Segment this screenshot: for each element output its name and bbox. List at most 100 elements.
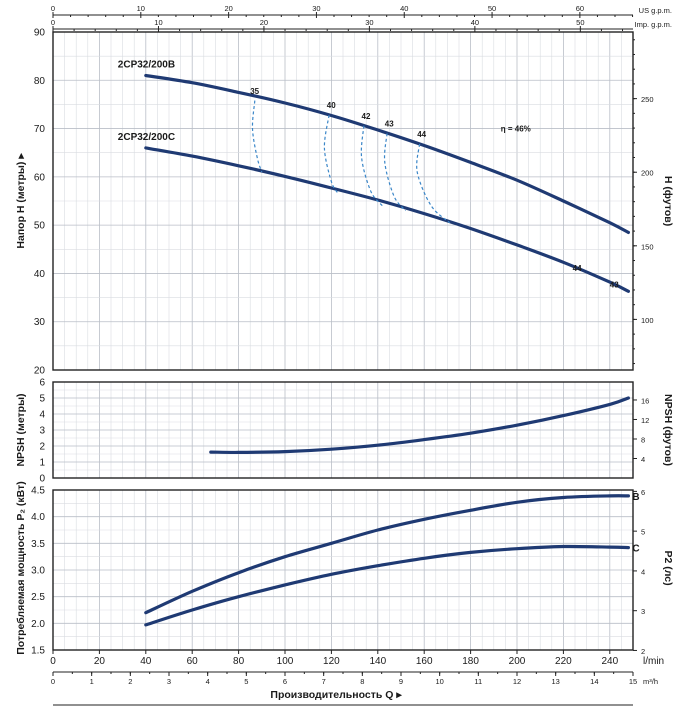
power-y-tick-label: 2.0 xyxy=(31,619,45,630)
efficiency-label: 44 xyxy=(573,264,582,273)
npsh-frame xyxy=(52,381,634,479)
m3h-tick-label: 12 xyxy=(513,677,521,686)
head-y-tick-label: 30 xyxy=(34,317,46,328)
power-y2-tick-label: 2 xyxy=(641,647,645,656)
m3h-tick-label: 3 xyxy=(167,677,171,686)
efficiency-isoline-43 xyxy=(383,133,407,212)
efficiency-isoline-40 xyxy=(323,115,339,195)
imp-gpm-tick-label: 40 xyxy=(471,18,479,27)
npsh-y2-tick-label: 12 xyxy=(641,416,649,425)
us-gpm-tick-label: 20 xyxy=(224,4,232,13)
lmin-tick-label: 240 xyxy=(601,656,618,667)
m3h-tick-label: 2 xyxy=(128,677,132,686)
m3h-tick-label: 7 xyxy=(322,677,326,686)
efficiency-label: 43 xyxy=(610,280,619,289)
power-series-label-b: B xyxy=(632,492,639,503)
us-gpm-tick-label: 50 xyxy=(488,4,496,13)
power-series-label-c: C xyxy=(632,544,639,555)
m3h-tick-label: 4 xyxy=(206,677,210,686)
npsh-y2-axis-label: NPSH (футов) xyxy=(662,394,674,466)
lmin-tick-label: 180 xyxy=(462,656,479,667)
x-axis-label: Производительность Q ▸ xyxy=(270,689,402,701)
lmin-tick-label: 20 xyxy=(94,656,106,667)
power-y-tick-label: 1.5 xyxy=(31,646,45,657)
imp-gpm-tick-label: 0 xyxy=(51,18,55,27)
efficiency-label: η = 46% xyxy=(501,124,531,133)
head-y-tick-label: 90 xyxy=(34,28,46,39)
lmin-tick-label: 0 xyxy=(50,656,56,667)
power-y-tick-label: 4.5 xyxy=(31,486,45,497)
npsh-y-tick-label: 6 xyxy=(39,378,45,389)
head-frame xyxy=(52,31,634,371)
npsh-y-tick-label: 4 xyxy=(39,410,45,421)
npsh-y2-tick-label: 8 xyxy=(641,435,645,444)
head-grid xyxy=(52,31,634,371)
npsh-y-tick-label: 3 xyxy=(39,426,45,437)
us-gpm-tick-label: 40 xyxy=(400,4,408,13)
m3h-unit-label: m³/h xyxy=(643,677,658,686)
power-frame xyxy=(52,489,634,651)
head-y2-tick-label: 200 xyxy=(641,169,654,178)
m3h-tick-label: 14 xyxy=(590,677,598,686)
us-gpm-tick-label: 30 xyxy=(312,4,320,13)
npsh-y-tick-label: 0 xyxy=(39,474,45,485)
efficiency-label: 35 xyxy=(250,87,259,96)
imp-gpm-tick-label: 30 xyxy=(365,18,373,27)
m3h-tick-label: 15 xyxy=(629,677,637,686)
m3h-tick-label: 13 xyxy=(551,677,559,686)
series-label-2cp32-200c: 2CP32/200C xyxy=(118,132,175,143)
efficiency-isoline-44 xyxy=(416,143,451,224)
head-y2-tick-label: 150 xyxy=(641,242,654,251)
m3h-tick-label: 9 xyxy=(399,677,403,686)
npsh-y-tick-label: 5 xyxy=(39,394,45,405)
efficiency-label: 42 xyxy=(362,112,371,121)
imp-gpm-tick-label: 50 xyxy=(576,18,584,27)
efficiency-isoline-35 xyxy=(251,100,263,173)
power-y2-tick-label: 3 xyxy=(641,607,645,616)
imp-gpm-unit-label: Imp. g.p.m. xyxy=(634,20,672,29)
head-y-tick-label: 80 xyxy=(34,76,46,87)
power-y-tick-label: 3.0 xyxy=(31,566,45,577)
efficiency-label: 43 xyxy=(385,120,394,129)
head-y-tick-label: 70 xyxy=(34,124,46,135)
head-y-axis-label: Напор H (метры) ▸ xyxy=(15,153,27,249)
npsh-y-axis-label: NPSH (метры) xyxy=(15,393,27,466)
power-curve-b xyxy=(144,494,630,615)
power-y-tick-label: 2.5 xyxy=(31,592,45,603)
efficiency-isoline-42 xyxy=(360,125,383,207)
us-gpm-tick-label: 0 xyxy=(51,4,55,13)
lmin-tick-label: 220 xyxy=(555,656,572,667)
npsh-y2-tick-label: 16 xyxy=(641,396,649,405)
m3h-tick-label: 11 xyxy=(474,677,482,686)
power-y-axis-label: Потребляемая мощность P₂ (кВт) xyxy=(15,481,27,655)
head-y-tick-label: 40 xyxy=(34,269,46,280)
power-y2-tick-label: 6 xyxy=(641,488,645,497)
head-y-tick-label: 50 xyxy=(34,221,46,232)
npsh-curve xyxy=(209,396,630,455)
power-y2-tick-label: 4 xyxy=(641,567,645,576)
head-y-tick-label: 60 xyxy=(34,172,46,183)
lmin-tick-label: 100 xyxy=(277,656,294,667)
head-y2-axis-label: H (футов) xyxy=(662,176,674,226)
head-y2-tick-label: 100 xyxy=(641,316,654,325)
imp-gpm-tick-label: 20 xyxy=(260,18,268,27)
series-label-2cp32-200b: 2CP32/200B xyxy=(118,59,175,70)
us-gpm-tick-label: 10 xyxy=(137,4,145,13)
m3h-tick-label: 1 xyxy=(90,677,94,686)
m3h-tick-label: 6 xyxy=(283,677,287,686)
head-y2-tick-label: 250 xyxy=(641,95,654,104)
lmin-tick-label: 140 xyxy=(369,656,386,667)
npsh-grid xyxy=(52,381,634,479)
lmin-tick-label: 200 xyxy=(509,656,526,667)
us-gpm-unit-label: US g.p.m. xyxy=(639,6,672,15)
power-curve-c xyxy=(144,544,630,627)
npsh-y-tick-label: 1 xyxy=(39,458,45,469)
imp-gpm-tick-label: 10 xyxy=(154,18,162,27)
m3h-tick-label: 8 xyxy=(360,677,364,686)
lmin-unit-label: l/min xyxy=(643,656,664,667)
power-y2-axis-label: P2 (лс) xyxy=(662,550,674,585)
power-y-tick-label: 3.5 xyxy=(31,539,45,550)
m3h-tick-label: 0 xyxy=(51,677,55,686)
m3h-tick-label: 10 xyxy=(435,677,443,686)
